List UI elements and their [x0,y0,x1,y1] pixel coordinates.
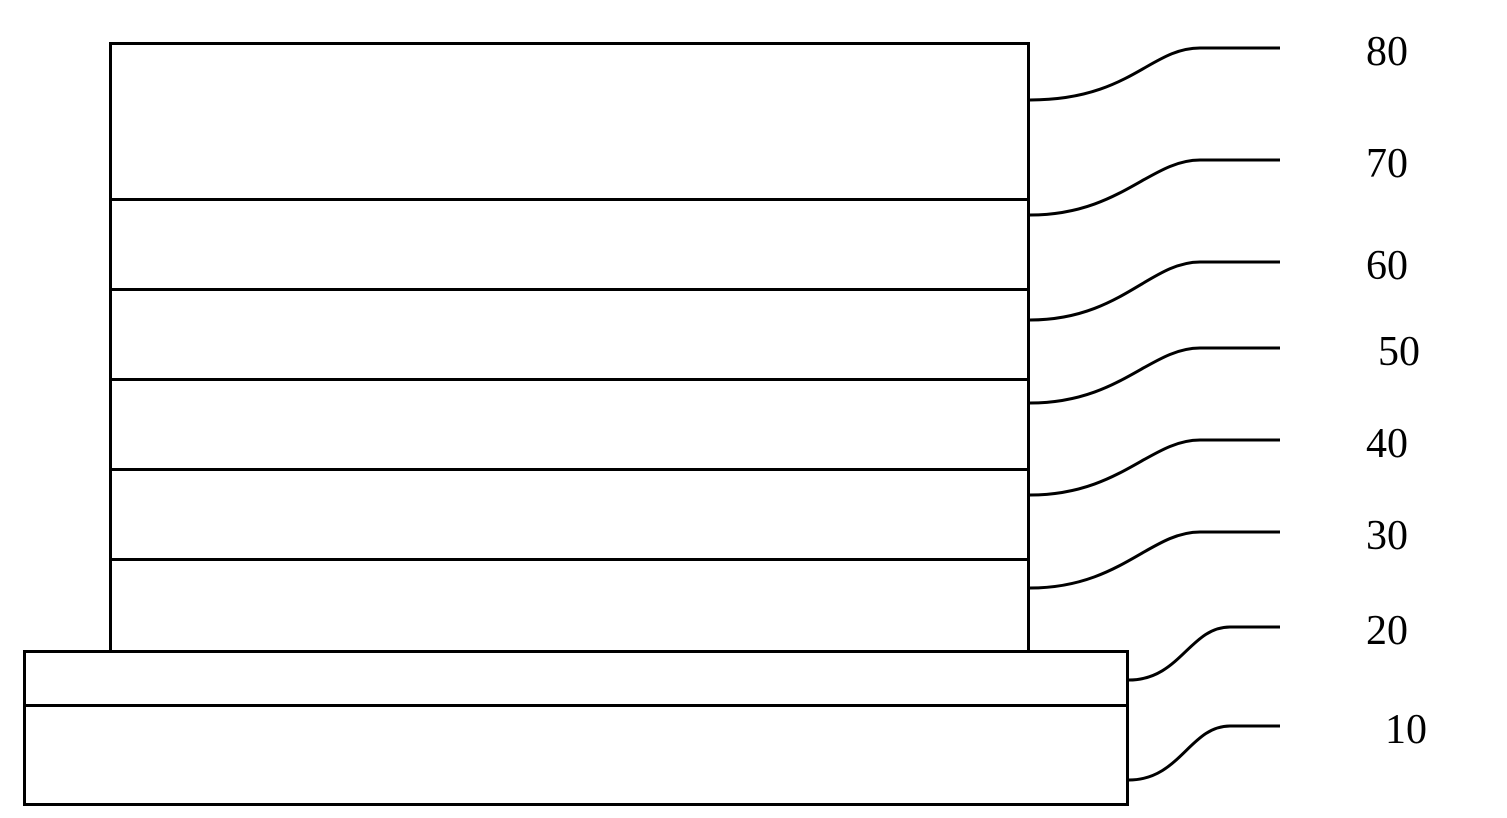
label-40: 40 [1366,420,1408,468]
label-30: 30 [1366,512,1408,560]
layer-30 [109,558,1030,653]
layer-80 [109,42,1030,201]
label-20: 20 [1366,607,1408,655]
label-50: 50 [1378,328,1420,376]
label-60: 60 [1366,242,1408,290]
layer-10 [23,704,1129,806]
layer-40 [109,468,1030,561]
label-10: 10 [1385,706,1427,754]
layer-diagram: 80 70 60 50 40 30 20 10 [0,0,1507,818]
layer-50 [109,378,1030,471]
layer-20 [23,650,1129,707]
label-70: 70 [1366,140,1408,188]
layer-70 [109,198,1030,291]
label-80: 80 [1366,28,1408,76]
layer-60 [109,288,1030,381]
